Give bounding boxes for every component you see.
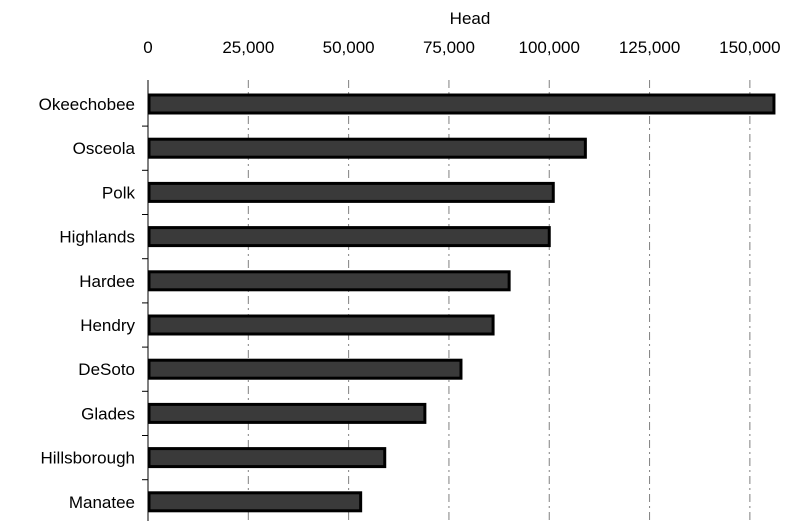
category-label: Hillsborough xyxy=(41,449,136,468)
x-tick-label: 125,000 xyxy=(619,38,680,57)
x-tick-label: 50,000 xyxy=(323,38,375,57)
bar xyxy=(147,270,511,292)
x-tick-label: 150,000 xyxy=(719,38,780,57)
bar xyxy=(147,314,495,336)
x-axis-title: Head xyxy=(450,9,491,28)
category-label: Osceola xyxy=(73,139,136,158)
bar xyxy=(147,93,776,115)
bar xyxy=(147,402,427,424)
category-label: Manatee xyxy=(69,493,135,512)
x-tick-label: 75,000 xyxy=(423,38,475,57)
bar xyxy=(147,358,463,380)
bar xyxy=(147,226,551,248)
category-label: Okeechobee xyxy=(39,95,135,114)
bar xyxy=(147,447,387,469)
bar xyxy=(147,181,555,203)
category-labels: Okeechobee Osceola Polk Highlands Hardee Hend… xyxy=(39,95,148,512)
category-label: Hendry xyxy=(80,316,135,335)
x-axis-ticks: 0 25,000 50,000 75,000 100,000 125,000 150,000 xyxy=(143,38,780,57)
bar xyxy=(147,137,587,159)
category-label: Glades xyxy=(81,404,135,423)
bar xyxy=(147,491,363,513)
x-tick-label: 100,000 xyxy=(519,38,580,57)
x-tick-label: 25,000 xyxy=(222,38,274,57)
bars xyxy=(147,93,776,513)
category-label: Hardee xyxy=(79,272,135,291)
category-label: Polk xyxy=(102,183,136,202)
x-tick-label: 0 xyxy=(143,38,152,57)
category-label: Highlands xyxy=(59,228,135,247)
category-label: DeSoto xyxy=(78,360,135,379)
